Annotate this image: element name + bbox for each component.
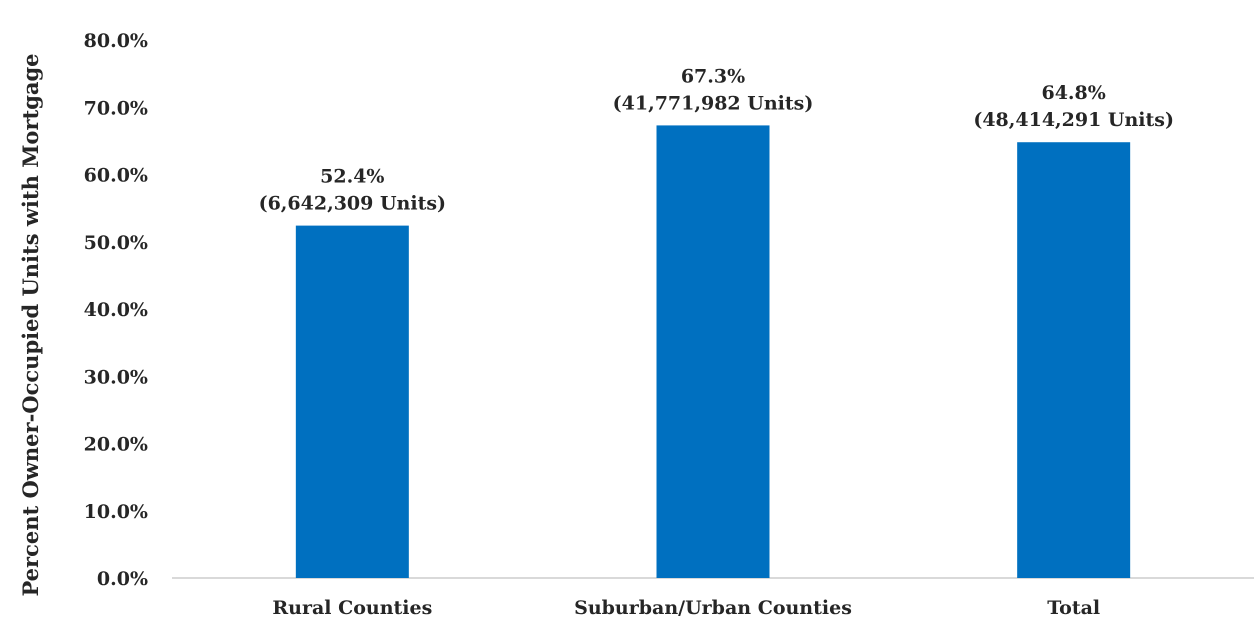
data-labels: 52.4% (6,642,309 Units) 67.3% (41,771,982 U… [259, 65, 1174, 214]
y-tick-label: 70.0% [84, 97, 148, 119]
y-tick-label: 0.0% [97, 568, 148, 590]
data-label-percent: 64.8% [1041, 82, 1105, 104]
y-tick-label: 20.0% [84, 434, 148, 456]
y-tick-label: 40.0% [84, 299, 148, 321]
y-tick-label: 30.0% [84, 366, 148, 388]
bars-group [295, 125, 1131, 579]
bar [656, 125, 770, 578]
x-tick-label: Rural Counties [272, 597, 432, 619]
data-label-percent: 52.4% [320, 166, 384, 188]
y-tick-label: 60.0% [84, 165, 148, 187]
y-tick-label: 80.0% [84, 30, 148, 52]
data-label-units: (48,414,291 Units) [973, 109, 1174, 131]
y-tick-label: 50.0% [84, 232, 148, 254]
data-label-units: (41,771,982 Units) [613, 92, 814, 114]
bar [1017, 142, 1131, 578]
bar [295, 225, 409, 579]
y-axis-ticks: 0.0% 10.0% 20.0% 30.0% 40.0% 50.0% 60.0% 70.0% 8… [84, 30, 148, 590]
data-label-units: (6,642,309 Units) [259, 193, 446, 215]
data-label-percent: 67.3% [681, 65, 745, 87]
x-tick-label: Suburban/Urban Counties [574, 597, 852, 619]
y-axis-label: Percent Owner-Occupied Units with Mortga… [18, 53, 43, 596]
y-tick-label: 10.0% [84, 501, 148, 523]
x-tick-label: Total [1047, 597, 1100, 619]
x-axis-ticks: Rural Counties Suburban/Urban Counties Tot… [272, 597, 1100, 619]
